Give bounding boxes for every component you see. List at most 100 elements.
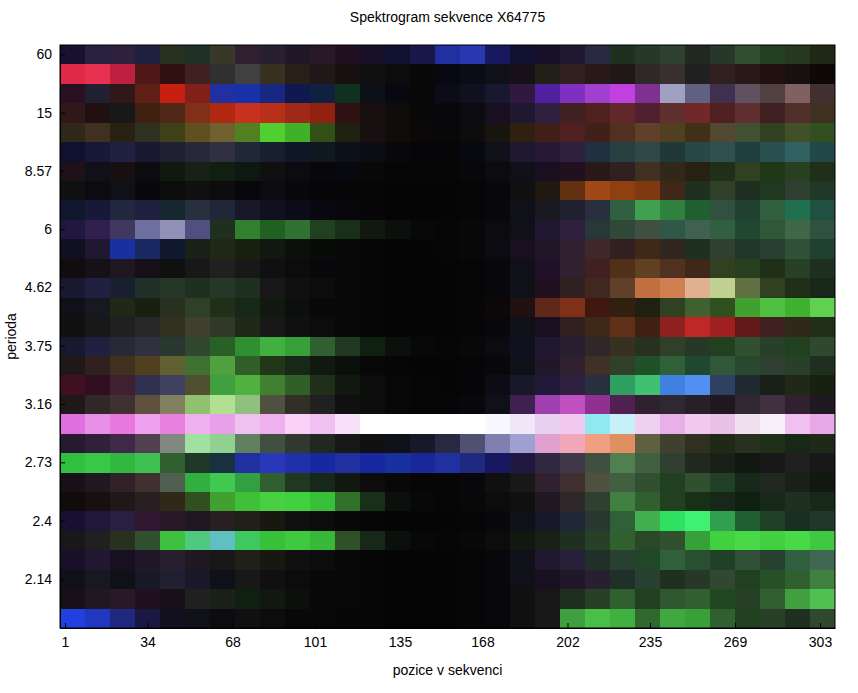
- cell: [735, 550, 760, 569]
- cell: [210, 453, 235, 472]
- cell: [735, 589, 760, 608]
- cell: [260, 492, 285, 511]
- cell: [460, 162, 485, 181]
- cell: [360, 317, 385, 336]
- cell: [810, 200, 835, 219]
- x-tick: 303: [809, 623, 833, 650]
- cell: [310, 492, 335, 511]
- cell: [310, 103, 335, 122]
- cell: [285, 162, 310, 181]
- cell: [185, 492, 210, 511]
- cell: [110, 239, 135, 258]
- cell: [435, 531, 460, 550]
- x-tick-mark: [400, 623, 401, 628]
- cell: [760, 375, 785, 394]
- cell: [235, 473, 260, 492]
- x-tick: 68: [225, 623, 241, 650]
- cell: [85, 142, 110, 161]
- cell: [685, 395, 710, 414]
- cell: [85, 317, 110, 336]
- cell: [685, 492, 710, 511]
- cell: [285, 550, 310, 569]
- cell: [360, 550, 385, 569]
- cell: [760, 492, 785, 511]
- cell: [660, 609, 685, 628]
- cell: [610, 200, 635, 219]
- cell: [410, 220, 435, 239]
- cell: [760, 473, 785, 492]
- cell: [385, 220, 410, 239]
- cell: [110, 317, 135, 336]
- cell: [235, 220, 260, 239]
- cell: [735, 434, 760, 453]
- cell: [335, 473, 360, 492]
- cell: [710, 45, 735, 64]
- x-tick-label: 34: [140, 634, 156, 650]
- cell: [60, 531, 85, 550]
- cell: [110, 356, 135, 375]
- cell: [260, 550, 285, 569]
- cell: [535, 511, 560, 530]
- cell: [785, 609, 810, 628]
- cell: [335, 589, 360, 608]
- cell: [135, 570, 160, 589]
- cell: [435, 64, 460, 83]
- cell: [510, 298, 535, 317]
- cell: [785, 473, 810, 492]
- cell: [785, 492, 810, 511]
- cell: [735, 84, 760, 103]
- cell: [460, 609, 485, 628]
- cell: [635, 239, 660, 258]
- cell: [85, 181, 110, 200]
- cell: [610, 356, 635, 375]
- cell: [685, 84, 710, 103]
- cell: [210, 531, 235, 550]
- cell: [235, 434, 260, 453]
- cell: [110, 298, 135, 317]
- cell: [135, 142, 160, 161]
- cell: [660, 84, 685, 103]
- cell: [485, 570, 510, 589]
- cell: [535, 298, 560, 317]
- cell: [560, 414, 585, 433]
- y-tick: 60: [36, 46, 65, 62]
- cell: [485, 278, 510, 297]
- cell: [110, 278, 135, 297]
- cell: [435, 298, 460, 317]
- cell: [585, 278, 610, 297]
- cell: [110, 511, 135, 530]
- cell: [360, 162, 385, 181]
- cell: [435, 492, 460, 511]
- cell: [85, 414, 110, 433]
- cell: [610, 45, 635, 64]
- cell: [285, 414, 310, 433]
- cell: [185, 511, 210, 530]
- cell: [585, 434, 610, 453]
- cell: [60, 492, 85, 511]
- cell: [560, 142, 585, 161]
- cell: [485, 259, 510, 278]
- cell: [660, 434, 685, 453]
- cell: [485, 298, 510, 317]
- cell: [810, 356, 835, 375]
- cell: [610, 142, 635, 161]
- cell: [810, 162, 835, 181]
- cell: [585, 103, 610, 122]
- cell: [435, 317, 460, 336]
- cell: [385, 395, 410, 414]
- x-tick-label: 303: [809, 634, 833, 650]
- cell: [335, 142, 360, 161]
- cell: [710, 103, 735, 122]
- cell: [510, 434, 535, 453]
- cell: [410, 84, 435, 103]
- cell: [435, 239, 460, 258]
- cell: [760, 414, 785, 433]
- cell: [735, 259, 760, 278]
- cell: [760, 609, 785, 628]
- cell: [360, 103, 385, 122]
- cell: [535, 337, 560, 356]
- cell: [110, 220, 135, 239]
- cell: [310, 609, 335, 628]
- cell: [210, 239, 235, 258]
- cell: [85, 278, 110, 297]
